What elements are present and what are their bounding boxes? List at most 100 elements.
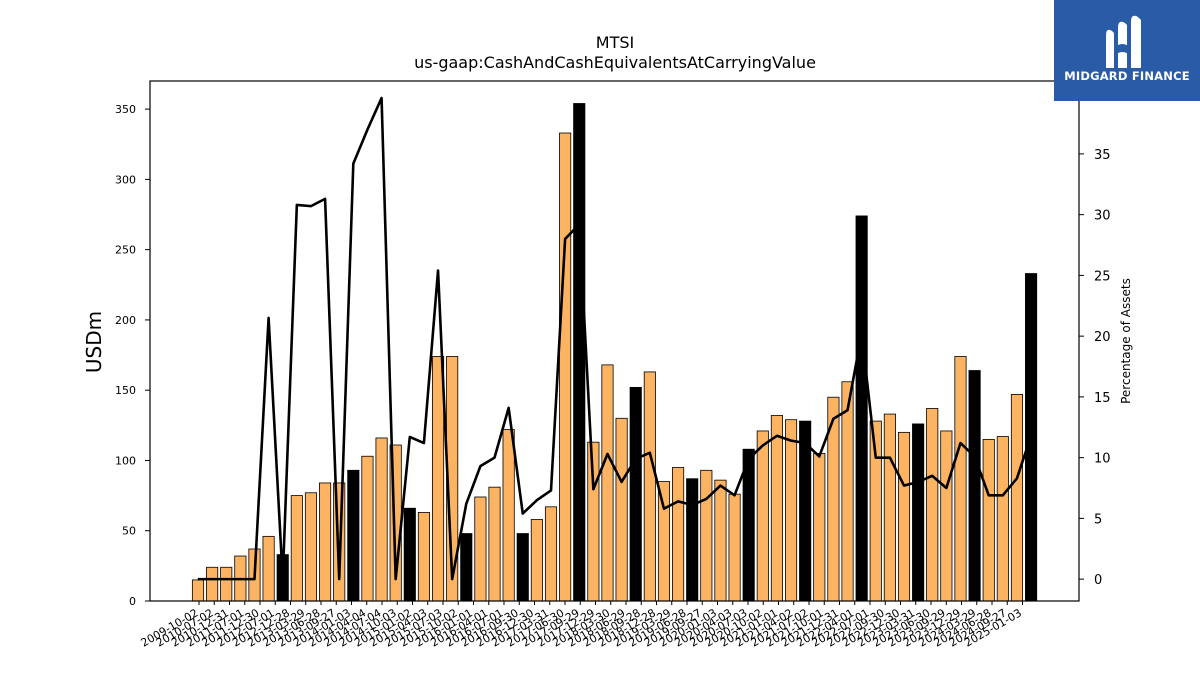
line-point: [691, 504, 693, 506]
line-point: [536, 499, 538, 501]
bar: [897, 431, 911, 602]
left-tick-label: 150: [115, 384, 136, 397]
line-point: [366, 129, 368, 131]
bar: [940, 430, 953, 602]
line-point: [197, 578, 199, 580]
percentage-line: [198, 96, 1033, 581]
bar: [629, 386, 642, 602]
line-point: [917, 481, 919, 483]
bar: [756, 430, 769, 602]
right-tick-label: 10: [1094, 452, 1111, 467]
bar: [516, 533, 529, 602]
bar: [347, 469, 360, 602]
right-tick-label: 5: [1094, 512, 1102, 527]
bar: [770, 415, 783, 602]
line-point: [381, 97, 383, 99]
line-point: [479, 465, 481, 467]
line-point: [663, 508, 665, 510]
line-point: [931, 475, 933, 477]
left-tick-label: 350: [115, 103, 136, 116]
line-point: [465, 503, 467, 505]
bar: [686, 478, 699, 602]
bar: [361, 455, 374, 602]
line-point: [338, 578, 340, 580]
bar: [290, 495, 303, 602]
line-point: [296, 204, 298, 206]
line-point: [310, 205, 312, 207]
line-point: [762, 444, 764, 446]
line-point: [451, 578, 453, 580]
bar: [488, 486, 501, 602]
y-axis-label-left: USDm: [82, 311, 106, 373]
bar: [1010, 394, 1024, 602]
line-point: [988, 494, 990, 496]
line-point: [423, 442, 425, 444]
line-point: [1030, 435, 1032, 437]
left-tick-label: 50: [122, 525, 136, 538]
bar: [968, 370, 981, 602]
line-point: [522, 513, 524, 515]
right-tick-label: 0: [1094, 573, 1102, 588]
bar: [728, 493, 741, 602]
line-point: [974, 455, 976, 457]
line-point: [268, 317, 270, 319]
y-axis-label-right: Percentage of Assets: [1119, 278, 1133, 404]
line-point: [677, 500, 679, 502]
brand-logo: MIDGARD FINANCE: [1054, 0, 1200, 101]
line-point: [776, 435, 778, 437]
line-point: [225, 578, 227, 580]
line-point: [352, 163, 354, 165]
line-point: [592, 488, 594, 490]
line-series: [197, 96, 1033, 581]
plot-frame: [149, 80, 1080, 602]
bar: [431, 356, 445, 602]
bar: [262, 535, 275, 602]
line-point: [578, 223, 580, 225]
line-point: [253, 578, 255, 580]
left-tick-label: 200: [115, 314, 136, 327]
bar: [672, 467, 685, 602]
line-point: [818, 455, 820, 457]
line-point: [705, 498, 707, 500]
line-point: [734, 494, 736, 496]
line-point: [508, 407, 510, 409]
line-point: [564, 238, 566, 240]
line-point: [889, 457, 891, 459]
bar: [573, 103, 586, 602]
bar: [220, 566, 233, 602]
bar: [304, 492, 318, 602]
bar: [926, 408, 939, 602]
right-tick-label: 35: [1094, 148, 1111, 163]
right-axis-ticks: 0510152025303540: [1079, 87, 1111, 588]
bar: [883, 413, 896, 602]
chart-title: MTSI: [596, 33, 634, 52]
bar: [502, 429, 515, 602]
bar: [954, 356, 967, 602]
line-point: [959, 442, 961, 444]
bar: [855, 215, 868, 602]
line-point: [1002, 494, 1004, 496]
line-point: [903, 485, 905, 487]
bar: [403, 507, 416, 602]
line-point: [635, 458, 637, 460]
bar: [841, 381, 854, 602]
bar: [417, 512, 430, 602]
line-point: [790, 440, 792, 442]
right-tick-label: 30: [1094, 209, 1111, 224]
logo-mark-icon: [1106, 15, 1141, 69]
right-tick-label: 25: [1094, 269, 1111, 284]
bar: [700, 469, 713, 602]
bar: [530, 519, 543, 602]
left-tick-label: 100: [115, 454, 136, 467]
line-point: [395, 578, 397, 580]
bar: [601, 364, 614, 602]
bar: [912, 423, 925, 602]
bar: [460, 533, 473, 602]
line-point: [606, 453, 608, 455]
line-point: [1016, 477, 1018, 479]
bar: [813, 453, 826, 602]
line-point: [494, 457, 496, 459]
line-point: [211, 578, 213, 580]
bar: [657, 481, 671, 602]
